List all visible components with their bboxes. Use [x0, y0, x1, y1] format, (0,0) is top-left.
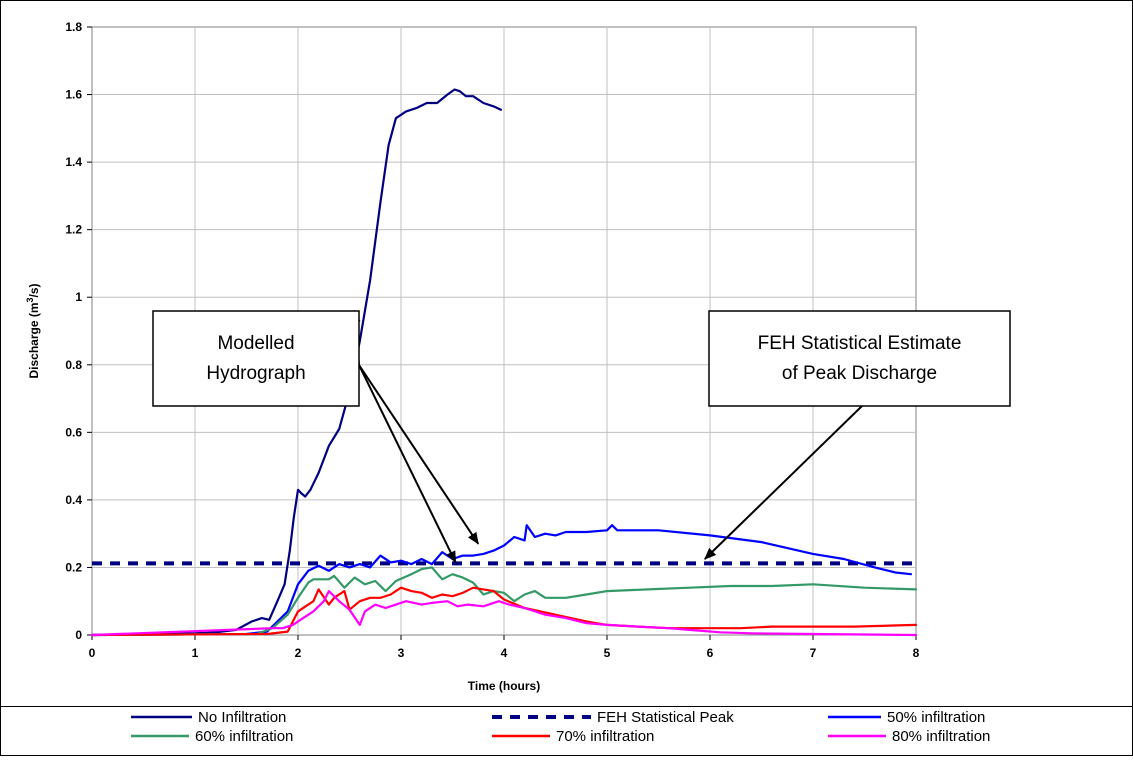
- legend: No Infiltration FEH Statistical Peak 50% i…: [131, 709, 990, 745]
- y-tick-label: 0.2: [65, 560, 82, 574]
- x-tick-label: 6: [707, 646, 714, 660]
- x-axis-title: Time (hours): [468, 679, 540, 693]
- annotations: Modelled Hydrograph FEH Statistical Estima…: [152, 309, 1011, 564]
- legend-label-5: 80% infiltration: [892, 728, 990, 745]
- x-tick-label: 5: [604, 646, 611, 660]
- y-tick-label: 0.4: [65, 493, 82, 507]
- x-tick-label: 2: [295, 646, 302, 660]
- y-axis-title-sup: 3: [25, 297, 35, 302]
- legend-label-1: FEH Statistical Peak: [597, 709, 734, 726]
- series-line-2: [90, 524, 913, 637]
- annotation-text: FEH Statistical Estimate: [758, 333, 962, 354]
- series-line-5: [90, 589, 918, 637]
- legend-label-2: 50% infiltration: [887, 709, 985, 726]
- annotation-arrow: [358, 364, 457, 564]
- x-tick-label: 0: [89, 646, 96, 660]
- series-line-3: [90, 566, 918, 637]
- series-lines: [90, 88, 918, 637]
- y-axis-title-unit: /s): [27, 283, 41, 297]
- y-tick-label: 1: [75, 290, 82, 304]
- legend-label-0: No Infiltration: [198, 709, 286, 726]
- y-tick-label: 0.8: [65, 358, 82, 372]
- y-tick-label: 1.4: [65, 155, 82, 169]
- x-tick-label: 8: [913, 646, 920, 660]
- y-tick-label: 1.8: [65, 20, 82, 34]
- x-tick-label: 4: [501, 646, 508, 660]
- annotation-text: of Peak Discharge: [782, 363, 937, 384]
- legend-label-4: 70% infiltration: [556, 728, 654, 745]
- y-tick-label: 0: [75, 628, 82, 642]
- y-axis-title-main: Discharge (m: [27, 303, 41, 379]
- y-tick-label: 0.6: [65, 425, 82, 439]
- x-tick-label: 3: [398, 646, 405, 660]
- legend-label-3: 60% infiltration: [195, 728, 293, 745]
- annotation-arrow: [358, 364, 480, 545]
- y-tick-label: 1.6: [65, 88, 82, 102]
- x-tick-label: 7: [810, 646, 817, 660]
- series-line-0: [90, 88, 502, 637]
- annotation-box: [708, 310, 1011, 407]
- annotation-arrow: [704, 405, 863, 560]
- x-tick-label: 1: [192, 646, 199, 660]
- tick-labels: 0 1 2 3 4 5 6 7 8 0 0.2 0.4 0.6 0.8 1 1.2 1.4 1.6 1.8: [65, 20, 919, 660]
- annotation-box: [152, 310, 360, 407]
- y-tick-label: 1.2: [65, 223, 82, 237]
- annotation-text: Modelled: [217, 333, 294, 354]
- annotation-text: Hydrograph: [206, 363, 305, 384]
- y-axis-title: Discharge (m3/s): [25, 283, 41, 378]
